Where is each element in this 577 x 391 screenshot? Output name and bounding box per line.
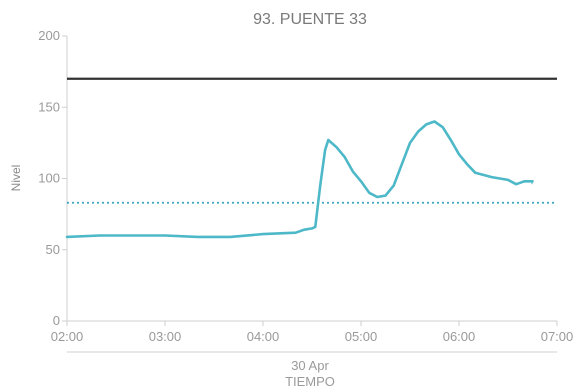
x-tick-label: 03:00 — [149, 329, 182, 344]
x-axis-title: TIEMPO — [285, 374, 335, 389]
reference-lines — [67, 77, 557, 204]
y-tick-label: 50 — [46, 242, 60, 257]
axes — [62, 35, 558, 353]
chart-title: 93. PUENTE 33 — [253, 11, 367, 28]
y-tick-label: 200 — [38, 28, 60, 43]
y-tick-label: 150 — [38, 99, 60, 114]
y-tick-label: 100 — [38, 171, 60, 186]
y-tick-label: 0 — [53, 313, 60, 328]
series-layer — [65, 120, 534, 239]
x-tick-label: 06:00 — [443, 329, 476, 344]
x-tick-label: 05:00 — [345, 329, 378, 344]
x-tick-label: 04:00 — [247, 329, 280, 344]
y-axis-title: Nivel — [9, 165, 23, 192]
x-tick-label: 07:00 — [541, 329, 574, 344]
tick-labels: 0 50 100 150 200 02:00 03:00 04:00 05:00 06:00 07:… — [38, 28, 573, 344]
series-line — [65, 120, 534, 239]
x-tick-label: 02:00 — [51, 329, 84, 344]
x-axis-date-label: 30 Apr — [291, 358, 329, 373]
